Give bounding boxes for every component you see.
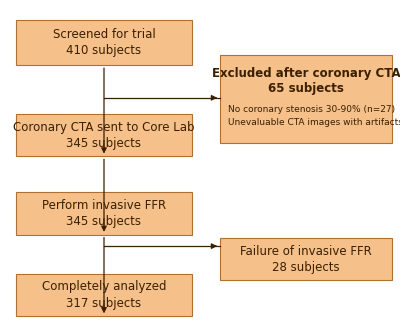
Bar — [220, 238, 392, 280]
Bar — [16, 192, 192, 235]
Bar — [16, 20, 192, 65]
Text: Failure of invasive FFR: Failure of invasive FFR — [240, 244, 372, 258]
Text: 345 subjects: 345 subjects — [66, 137, 142, 150]
Bar — [16, 114, 192, 156]
Text: Perform invasive FFR: Perform invasive FFR — [42, 199, 166, 212]
Text: 317 subjects: 317 subjects — [66, 297, 142, 310]
Text: 410 subjects: 410 subjects — [66, 44, 142, 57]
Text: 345 subjects: 345 subjects — [66, 215, 142, 228]
Text: Coronary CTA sent to Core Lab: Coronary CTA sent to Core Lab — [13, 121, 195, 134]
Text: Screened for trial: Screened for trial — [53, 28, 155, 41]
Text: Completely analyzed: Completely analyzed — [42, 280, 166, 293]
Text: 28 subjects: 28 subjects — [272, 261, 340, 274]
Text: No coronary stenosis 30-90% (n=27): No coronary stenosis 30-90% (n=27) — [228, 105, 395, 114]
Text: 65 subjects: 65 subjects — [268, 82, 344, 95]
Text: Excluded after coronary CTA: Excluded after coronary CTA — [212, 67, 400, 80]
Bar — [16, 274, 192, 316]
Text: Unevaluable CTA images with artifacts (n=38): Unevaluable CTA images with artifacts (n… — [228, 118, 400, 127]
Bar — [220, 55, 392, 143]
